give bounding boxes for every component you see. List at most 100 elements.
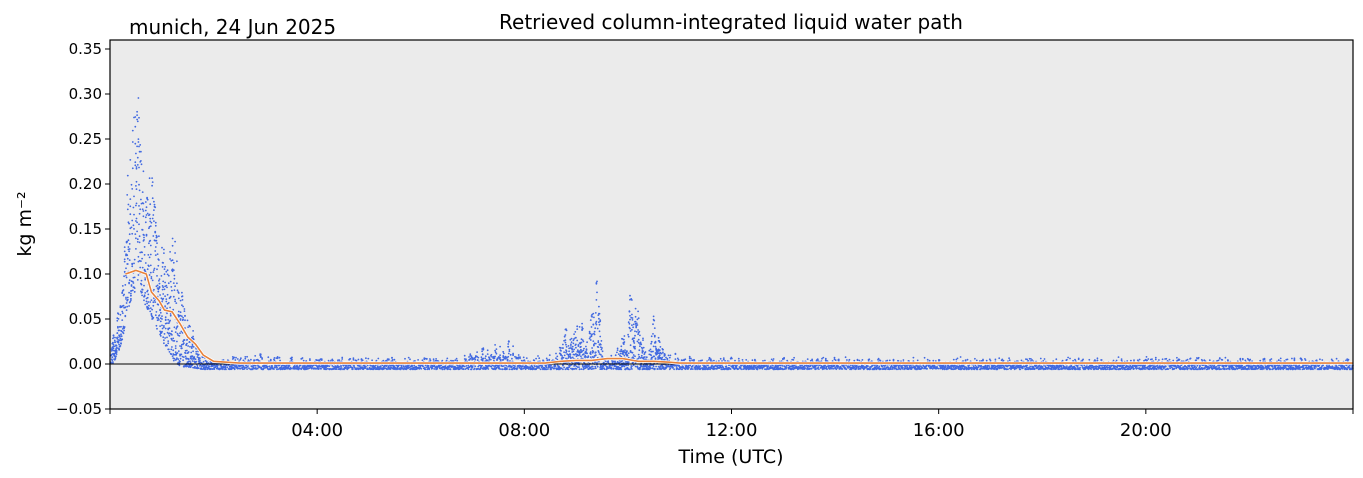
data-point <box>506 367 508 370</box>
data-point <box>580 355 582 358</box>
data-point <box>154 301 157 303</box>
data-point <box>569 364 572 367</box>
data-point <box>741 368 743 371</box>
data-point <box>393 358 396 361</box>
data-point <box>631 368 633 370</box>
data-point <box>187 360 190 363</box>
data-point <box>310 367 313 370</box>
data-point <box>494 349 496 352</box>
data-point <box>445 360 448 362</box>
data-point <box>176 282 178 285</box>
data-point <box>916 359 919 362</box>
data-point <box>634 365 637 368</box>
data-point <box>266 365 269 368</box>
data-point <box>591 347 593 349</box>
data-point <box>233 356 236 359</box>
data-point <box>427 364 430 367</box>
data-point <box>166 331 169 334</box>
data-point <box>591 365 594 368</box>
data-point <box>291 358 293 361</box>
data-point <box>169 313 172 315</box>
data-point <box>251 365 254 368</box>
data-point <box>138 166 140 169</box>
data-point <box>456 364 459 367</box>
data-point <box>278 356 281 359</box>
data-point <box>166 273 169 276</box>
data-point <box>634 355 636 358</box>
data-point <box>171 289 173 292</box>
data-point <box>596 327 599 330</box>
data-point <box>573 338 575 340</box>
data-point <box>575 343 577 346</box>
data-point <box>382 359 385 362</box>
data-point <box>357 358 360 361</box>
data-point <box>659 346 662 348</box>
data-point <box>170 353 173 356</box>
data-point <box>582 349 585 352</box>
data-point <box>634 345 636 348</box>
data-point <box>594 351 597 354</box>
data-point <box>141 257 144 260</box>
data-point <box>867 365 869 367</box>
data-point <box>581 322 583 325</box>
data-point <box>567 368 570 371</box>
data-point <box>877 357 880 360</box>
data-point <box>609 364 611 367</box>
data-point <box>143 284 145 287</box>
data-point <box>171 330 173 333</box>
data-point <box>494 355 496 358</box>
data-point <box>184 355 187 358</box>
data-point <box>612 367 615 370</box>
data-point <box>153 200 155 203</box>
data-point <box>553 367 556 370</box>
data-point <box>189 360 191 363</box>
data-point <box>301 357 304 359</box>
data-point <box>147 301 150 303</box>
data-point <box>629 350 632 352</box>
data-point <box>956 357 959 360</box>
data-point <box>642 350 644 353</box>
data-point <box>481 353 484 356</box>
data-point <box>402 365 405 367</box>
data-point <box>160 275 163 277</box>
data-point <box>123 246 126 249</box>
data-point <box>435 358 437 360</box>
data-point <box>657 368 659 370</box>
data-point <box>739 366 742 369</box>
data-point <box>140 283 143 286</box>
data-point <box>133 213 135 216</box>
data-point <box>153 299 156 302</box>
data-point <box>597 314 600 316</box>
data-point <box>127 239 130 242</box>
data-point <box>171 244 174 247</box>
data-point <box>120 333 122 336</box>
data-point <box>598 323 601 326</box>
data-point <box>246 365 249 368</box>
data-point <box>600 340 603 342</box>
data-point <box>641 348 644 350</box>
data-point <box>273 359 276 362</box>
data-point <box>586 352 588 355</box>
data-point <box>666 357 669 360</box>
data-point <box>458 368 461 371</box>
data-point <box>189 345 191 348</box>
data-point <box>390 366 393 369</box>
data-point <box>798 368 800 370</box>
data-point <box>112 343 115 346</box>
data-point <box>158 286 161 289</box>
data-point <box>234 359 237 361</box>
data-point <box>597 340 600 342</box>
data-point <box>512 354 514 357</box>
data-point <box>126 174 129 177</box>
data-point <box>133 276 136 279</box>
data-point <box>601 350 604 353</box>
data-point <box>138 116 140 119</box>
data-point <box>594 354 597 357</box>
data-point <box>139 208 142 211</box>
data-point <box>563 335 566 338</box>
data-point <box>626 354 629 357</box>
data-point <box>594 327 597 330</box>
data-point <box>658 354 661 356</box>
data-point <box>454 359 457 362</box>
data-point <box>858 359 861 362</box>
